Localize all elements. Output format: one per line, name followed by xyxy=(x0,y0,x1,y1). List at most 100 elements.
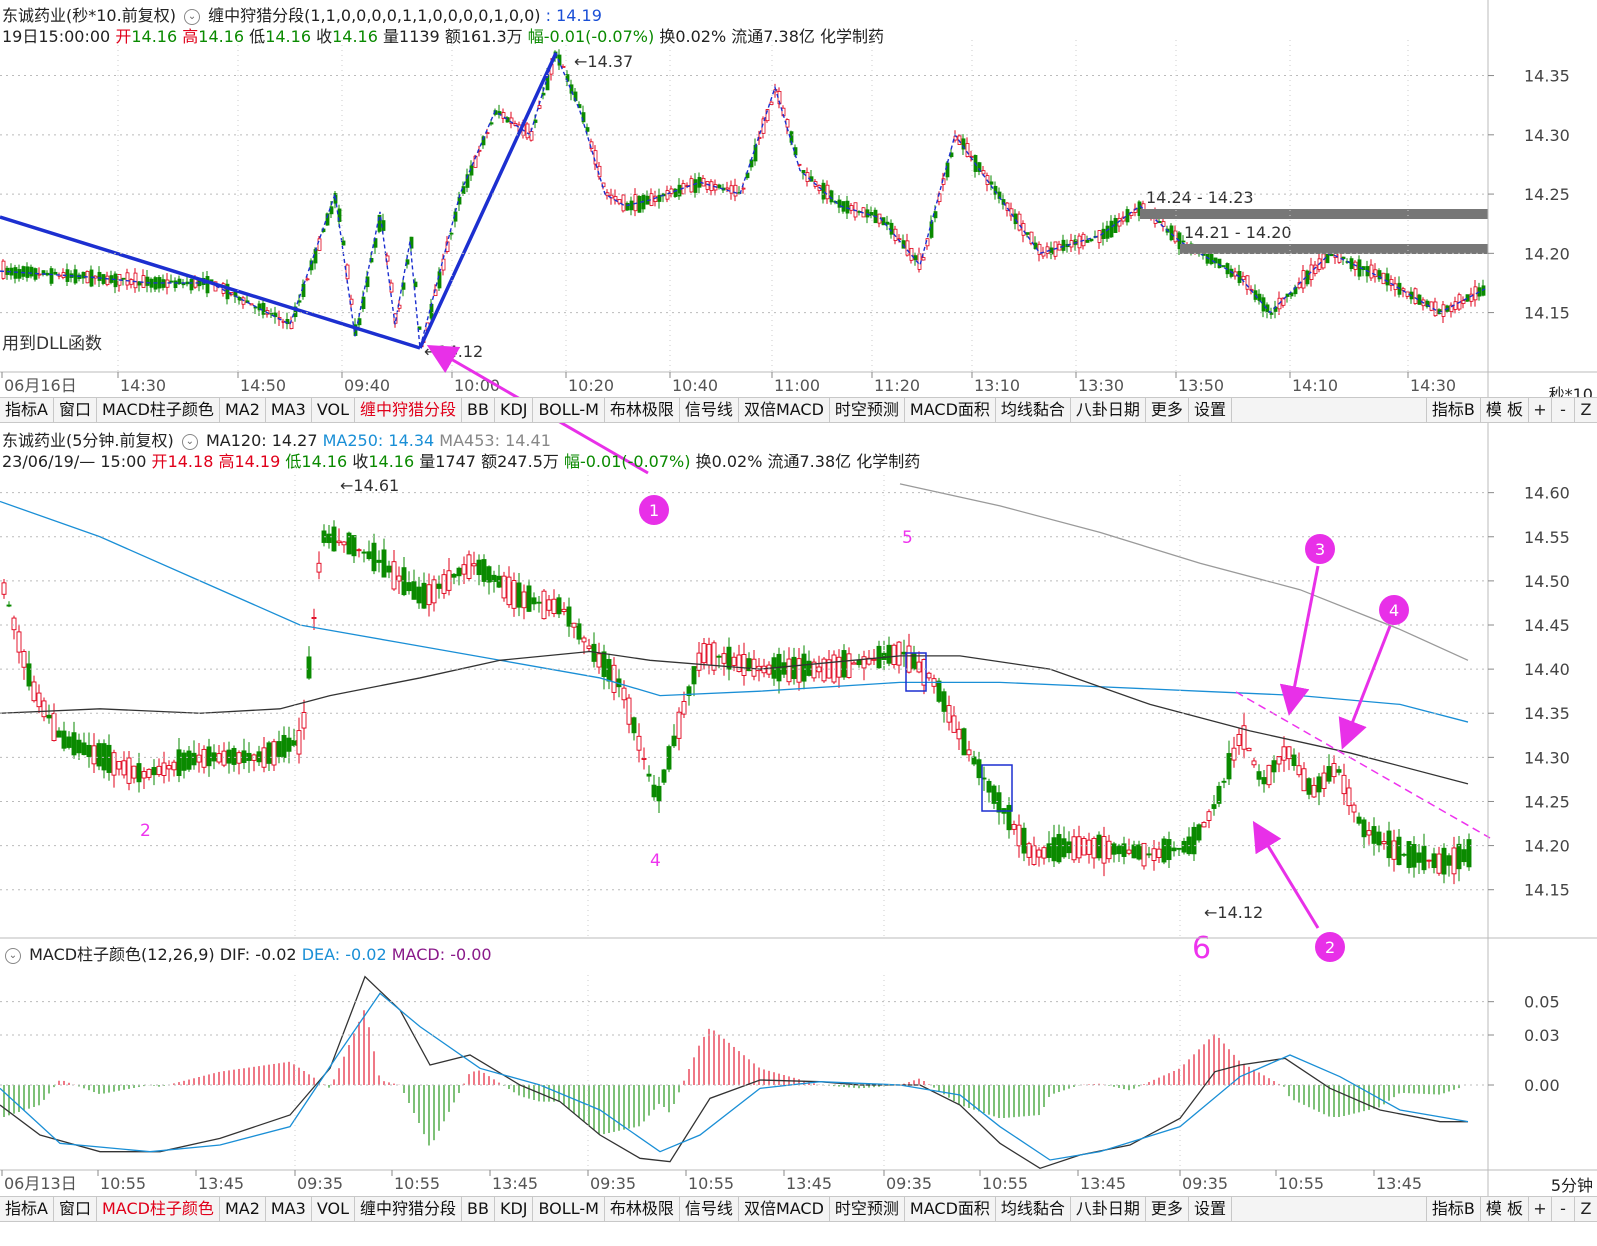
tab-13[interactable]: 时空预测 xyxy=(830,1197,905,1221)
z-button[interactable]: Z xyxy=(1574,398,1597,422)
tab-14[interactable]: MACD面积 xyxy=(905,1197,996,1221)
tab-7[interactable]: BB xyxy=(462,1197,495,1221)
p2-candle xyxy=(96,743,102,767)
z-button[interactable]: Z xyxy=(1574,1197,1597,1221)
info-low-label: 低 xyxy=(249,27,266,46)
tab-15[interactable]: 均线黏合 xyxy=(996,1197,1071,1221)
p2-candle xyxy=(1041,847,1047,859)
tab-8[interactable]: KDJ xyxy=(495,1197,534,1221)
p1-candle xyxy=(1137,201,1142,216)
p2-candle xyxy=(241,750,247,763)
p1-candle xyxy=(461,186,466,194)
p1-candle xyxy=(1465,294,1470,302)
p1-candle xyxy=(97,271,102,281)
p3-xtick-label: 13:45 xyxy=(1080,1174,1126,1193)
tab-0[interactable]: 指标A xyxy=(0,398,54,422)
panel3-period[interactable]: 5分钟 xyxy=(1550,1176,1593,1195)
tab-right-0[interactable]: 指标B xyxy=(1425,1197,1480,1221)
zoom-out-button[interactable]: - xyxy=(1551,398,1574,422)
tab-7[interactable]: BB xyxy=(462,398,495,422)
p1-candle xyxy=(25,266,30,278)
panel3-dif: DIF: -0.02 xyxy=(219,945,297,964)
tab-right-1[interactable]: 模 板 xyxy=(1479,398,1528,422)
p1-candle xyxy=(1401,288,1406,291)
tab-9[interactable]: BOLL-M xyxy=(533,1197,605,1221)
dropdown-circle-icon[interactable]: ⌄ xyxy=(5,947,21,964)
panel1-chart[interactable]: 14.24 - 14.23 14.21 - 14.20 ←14.37 ←14.12 用到… xyxy=(0,49,1488,361)
panel1-title: 东诚药业(秒*10.前复权) xyxy=(2,6,176,25)
panel2-chart[interactable]: ←14.61 ←14.12 2 4 5 6 xyxy=(0,476,1491,966)
p2-candle xyxy=(21,651,27,668)
p1-zone-bar-1 xyxy=(1140,209,1488,219)
tab-16[interactable]: 八卦日期 xyxy=(1071,1197,1146,1221)
tab-17[interactable]: 更多 xyxy=(1146,1197,1189,1221)
dropdown-circle-icon[interactable]: ⌄ xyxy=(181,433,198,450)
p1-candle xyxy=(129,279,134,285)
tab-right-0[interactable]: 指标B xyxy=(1425,398,1480,422)
p1-xtick-label: 09:40 xyxy=(344,376,390,395)
tab-12[interactable]: 双倍MACD xyxy=(739,398,830,422)
p1-candle xyxy=(273,312,278,318)
tab-2[interactable]: MACD柱子颜色 xyxy=(97,398,220,422)
dropdown-circle-icon[interactable]: ⌄ xyxy=(184,8,201,25)
tab-13[interactable]: 时空预测 xyxy=(830,398,905,422)
p3-xtick-label: 10:55 xyxy=(100,1174,146,1193)
tab-4[interactable]: MA3 xyxy=(266,1197,312,1221)
wave-label-2: 2 xyxy=(140,821,151,841)
tab-right-1[interactable]: 模 板 xyxy=(1479,1197,1528,1221)
tab-8[interactable]: KDJ xyxy=(495,398,534,422)
tab-10[interactable]: 布林极限 xyxy=(605,398,680,422)
p2-candle xyxy=(726,646,732,670)
tab-0[interactable]: 指标A xyxy=(0,1197,54,1221)
tab-5[interactable]: VOL xyxy=(312,1197,355,1221)
p2-candle xyxy=(1316,776,1322,793)
tab-17[interactable]: 更多 xyxy=(1146,398,1189,422)
tab-6[interactable]: 缠中狩猎分段 xyxy=(355,398,462,422)
tab-3[interactable]: MA2 xyxy=(220,1197,266,1221)
annotations: 1 2 3 4 xyxy=(426,344,1409,962)
p2-candle xyxy=(856,659,862,666)
p1-candle xyxy=(825,184,830,200)
tab-1[interactable]: 窗口 xyxy=(54,1197,97,1221)
tab-9[interactable]: BOLL-M xyxy=(533,398,605,422)
tab-15[interactable]: 均线黏合 xyxy=(996,398,1071,422)
tab-18[interactable]: 设置 xyxy=(1189,1197,1232,1221)
tab-5[interactable]: VOL xyxy=(312,398,355,422)
p1-candle xyxy=(205,276,210,294)
tab-4[interactable]: MA3 xyxy=(266,398,312,422)
tab-10[interactable]: 布林极限 xyxy=(605,1197,680,1221)
tab-12[interactable]: 双倍MACD xyxy=(739,1197,830,1221)
tab-18[interactable]: 设置 xyxy=(1189,398,1232,422)
p2-candle xyxy=(1006,804,1012,831)
tab-11[interactable]: 信号线 xyxy=(680,398,739,422)
p3-xtick-label: 13:45 xyxy=(492,1174,538,1193)
p2-candle xyxy=(146,768,152,778)
p2-candle xyxy=(1016,824,1022,847)
p2-candle xyxy=(1431,853,1437,869)
p2-candle xyxy=(1286,746,1292,760)
p2-candle xyxy=(891,644,897,665)
tab-16[interactable]: 八卦日期 xyxy=(1071,398,1146,422)
tab-14[interactable]: MACD面积 xyxy=(905,398,996,422)
p2-candle xyxy=(1181,840,1187,853)
tab-1[interactable]: 窗口 xyxy=(54,398,97,422)
zoom-in-button[interactable]: + xyxy=(1528,1197,1551,1221)
tab-6[interactable]: 缠中狩猎分段 xyxy=(355,1197,462,1221)
p2-candle xyxy=(846,653,852,678)
panel1-indicator: 缠中狩猎分段(1,1,0,0,0,0,1,1,0,0,0,0,1,0,0) xyxy=(208,6,541,25)
p1-candle xyxy=(1013,213,1018,225)
circle-marker-4 xyxy=(1379,595,1409,625)
zoom-out-button[interactable]: - xyxy=(1551,1197,1574,1221)
tab-3[interactable]: MA2 xyxy=(220,398,266,422)
tab-11[interactable]: 信号线 xyxy=(680,1197,739,1221)
p3-ytick-label: 0.00 xyxy=(1524,1076,1560,1095)
p2-candle xyxy=(416,586,422,604)
p1-xtick-label: 10:40 xyxy=(672,376,718,395)
p2-candle xyxy=(1331,763,1337,778)
panel3-chart[interactable] xyxy=(0,975,1469,1170)
p2-candle xyxy=(946,705,952,723)
zoom-in-button[interactable]: + xyxy=(1528,398,1551,422)
tab-2[interactable]: MACD柱子颜色 xyxy=(97,1197,220,1221)
p1-candle xyxy=(269,312,274,315)
